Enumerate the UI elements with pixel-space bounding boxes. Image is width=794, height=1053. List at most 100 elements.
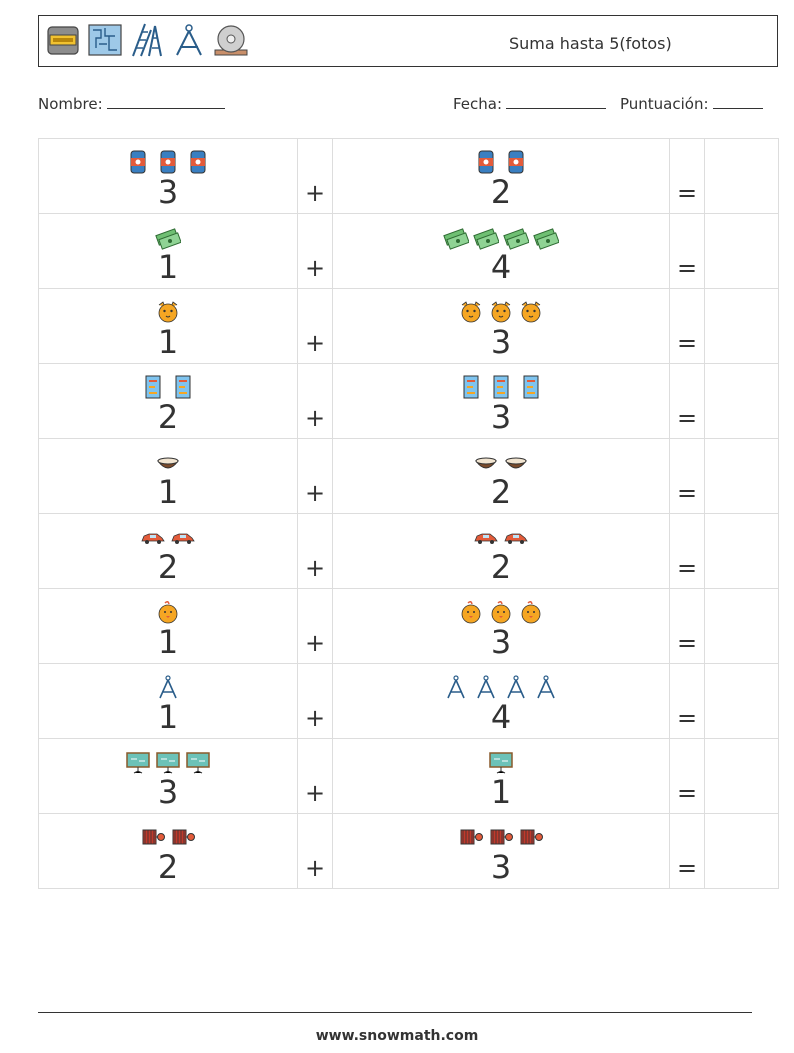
addend-b-number: 2 (490, 548, 512, 586)
header-icons (45, 22, 249, 58)
date-field[interactable]: Fecha: (453, 94, 607, 113)
addend-b-pictures (333, 672, 669, 702)
plus-cell: + (297, 138, 333, 214)
footer-divider (38, 1012, 752, 1013)
money-icon (533, 228, 559, 250)
addend-b-pictures (333, 147, 669, 177)
addend-a-number: 1 (157, 473, 179, 511)
addend-b-cell: 3 (332, 588, 670, 664)
score-field[interactable]: Puntuación: (620, 94, 763, 113)
plus-cell: + (297, 813, 333, 889)
plus-cell: + (297, 513, 333, 589)
equals-sign: = (676, 704, 698, 732)
plus-sign: + (304, 329, 326, 357)
equals-sign: = (676, 554, 698, 582)
money-icon (443, 228, 469, 250)
problem-row: 2 +3 = (38, 363, 779, 439)
hose-icon (142, 829, 165, 845)
barrel-icon (160, 150, 176, 174)
name-field[interactable]: Nombre: (38, 94, 225, 113)
equals-sign: = (676, 329, 698, 357)
equals-cell: = (669, 288, 705, 364)
plus-sign: + (304, 854, 326, 882)
problem-row: 3 +2 = (38, 138, 779, 214)
addend-b-pictures (333, 372, 669, 402)
car-icon (141, 533, 165, 544)
saw-blade-icon (214, 25, 248, 56)
addend-b-cell: 4 (332, 663, 670, 739)
chick-icon (461, 600, 481, 624)
name-line[interactable] (106, 94, 225, 109)
addend-a-cell: 1 (38, 213, 298, 289)
compass-icon (507, 675, 525, 699)
score-line[interactable] (712, 94, 763, 109)
car-icon (504, 533, 528, 544)
chick-icon (491, 600, 511, 624)
addend-a-pictures (39, 297, 297, 327)
addend-a-pictures (39, 597, 297, 627)
answer-cell[interactable] (704, 438, 779, 514)
answer-cell[interactable] (704, 513, 779, 589)
car-icon (474, 533, 498, 544)
hose-icon (520, 829, 543, 845)
addend-a-pictures (39, 222, 297, 252)
problem-row: 1 +3 = (38, 288, 779, 364)
addend-a-number: 2 (157, 398, 179, 436)
barrel-icon (478, 150, 494, 174)
addend-b-pictures (333, 522, 669, 552)
problem-row: 1 +2 = (38, 438, 779, 514)
answer-cell[interactable] (704, 813, 779, 889)
compass-icon (159, 675, 177, 699)
plus-cell: + (297, 588, 333, 664)
name-label: Nombre: (38, 95, 103, 113)
addend-a-cell: 3 (38, 738, 298, 814)
addend-b-number: 2 (490, 473, 512, 511)
equals-sign: = (676, 629, 698, 657)
addend-a-cell: 2 (38, 813, 298, 889)
addend-a-number: 2 (157, 848, 179, 886)
addend-b-number: 1 (490, 773, 512, 811)
addend-a-pictures (39, 672, 297, 702)
ladder-icon (132, 23, 162, 57)
addend-b-cell: 2 (332, 138, 670, 214)
equals-sign: = (676, 479, 698, 507)
equals-cell: = (669, 813, 705, 889)
barrel-icon (190, 150, 206, 174)
plus-sign: + (304, 479, 326, 507)
hose-icon (460, 829, 483, 845)
addend-b-number: 3 (490, 623, 512, 661)
problem-table: 3 +2 = 1 +4 = 1 +3 = 2 +3 = 1 +2 = 2 +2 = 1 +3 = 1 +4 = 3 +1 = 2 +3 = (38, 138, 779, 889)
answer-cell[interactable] (704, 363, 779, 439)
equals-cell: = (669, 588, 705, 664)
answer-cell[interactable] (704, 663, 779, 739)
addend-a-cell: 1 (38, 663, 298, 739)
addend-a-number: 3 (157, 773, 179, 811)
addend-b-number: 3 (490, 848, 512, 886)
chart-icon (145, 375, 161, 399)
equals-cell: = (669, 213, 705, 289)
addend-a-cell: 1 (38, 288, 298, 364)
compass-icon (537, 675, 555, 699)
chart-icon (523, 375, 539, 399)
answer-cell[interactable] (704, 738, 779, 814)
addend-b-cell: 2 (332, 438, 670, 514)
car-icon (171, 533, 195, 544)
addend-b-pictures (333, 747, 669, 777)
addend-b-cell: 3 (332, 813, 670, 889)
plus-sign: + (304, 704, 326, 732)
equals-cell: = (669, 438, 705, 514)
answer-cell[interactable] (704, 588, 779, 664)
plus-cell: + (297, 213, 333, 289)
answer-cell[interactable] (704, 138, 779, 214)
cement-bag-icon (47, 26, 79, 55)
addend-a-number: 2 (157, 548, 179, 586)
answer-cell[interactable] (704, 288, 779, 364)
chart-icon (175, 375, 191, 399)
addend-a-cell: 2 (38, 363, 298, 439)
answer-cell[interactable] (704, 213, 779, 289)
addend-b-cell: 3 (332, 363, 670, 439)
addend-a-number: 1 (157, 248, 179, 286)
date-line[interactable] (506, 94, 607, 109)
plus-cell: + (297, 363, 333, 439)
tiger-icon (521, 301, 541, 323)
